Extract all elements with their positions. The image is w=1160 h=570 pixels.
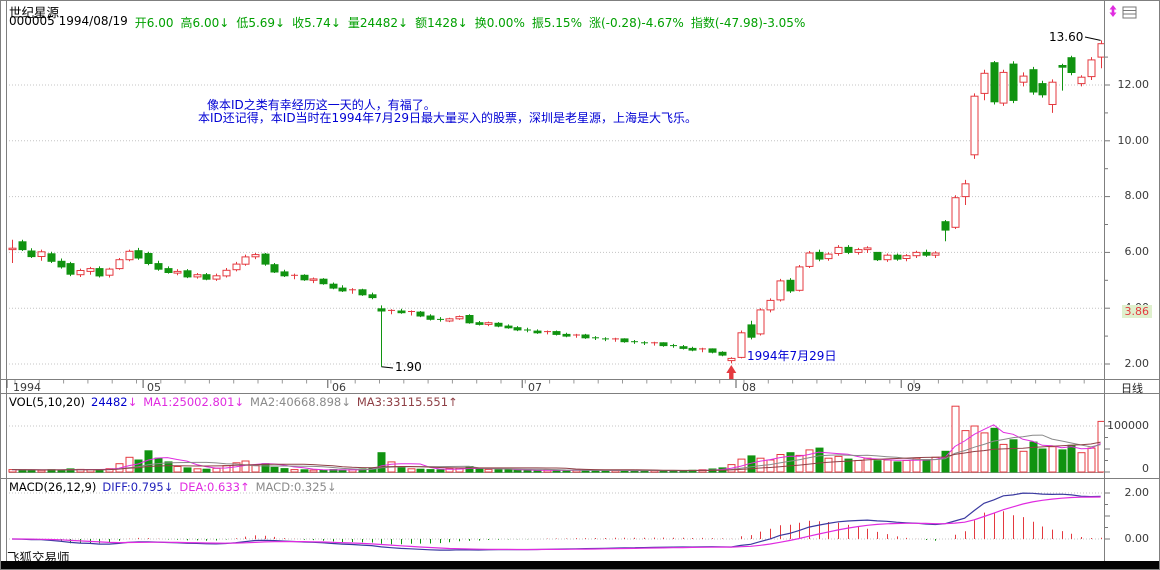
macd-dea: DEA:0.633↑ [179,480,250,494]
macd-macd: MACD:0.325↓ [255,480,337,494]
macd-diff: DIFF:0.795↓ [102,480,174,494]
info-low: 低5.69↓ [236,16,286,30]
info-volume: 量24482↓ [347,16,409,30]
macd-axis-tick: 2.00 [1124,486,1150,499]
low-price-label: 1.90 [395,360,422,374]
vol-ma2: MA2:40668.898↓ [250,395,351,409]
price-axis-tick: 6.00 [1124,245,1150,258]
event-date-label: 1994年7月29日 [747,349,837,363]
vol-panel-header: VOL(5,10,20) 24482 ↓ MA1:25002.801↓ MA2:… [9,395,458,409]
info-amount: 额1428↓ [415,16,468,30]
annotation-note-line1: 像本ID之类有幸经历这一天的人，有福了。 [207,98,436,112]
stock-code-date: 000005 1994/08/19 [9,14,128,28]
macd-panel-header: MACD(26,12,9) DIFF:0.795↓ DEA:0.633↑ MAC… [9,480,337,494]
info-close: 收5.74↓ [292,16,341,30]
vol-axis-tick: 100000 [1107,419,1149,432]
x-axis-tick-month: 09 [907,381,921,394]
vol-title: VOL(5,10,20) [9,395,85,409]
x-axis-tick-month: 07 [528,381,542,394]
x-axis-tick-year: 1994 [13,381,41,394]
info-open: 开6.00 [134,16,174,30]
price-axis-tick: 12.00 [1117,78,1150,91]
window-layout-icon[interactable] [1122,4,1137,23]
annotation-note-line2: 本ID还记得，本ID当时在1994年7月29日最大量买入的股票，深圳是老星源，上… [198,111,698,125]
stock-title: 世纪星源 [9,5,60,20]
vol-value-group: 24482 ↓ [91,395,137,409]
macd-title: MACD(26,12,9) [9,480,97,494]
info-change: 涨(-0.28)-4.67% [588,16,684,30]
vol-axis-tick: 0 [1142,462,1149,475]
bottom-bar [1,561,1159,569]
high-price-label: 13.60 [1049,30,1084,44]
info-high: 高6.00↓ [180,16,230,30]
x-axis-tick-month: 08 [742,381,756,394]
vol-ma3: MA3:33115.551↑ [356,395,458,409]
info-turnover: 换0.00% [474,16,525,30]
x-axis-tick-month: 05 [147,381,161,394]
macd-axis-tick: 0.00 [1124,532,1150,545]
vol-ma1: MA1:25002.801↓ [143,395,245,409]
vol-value: 24482 [91,395,128,409]
stock-info-line: 000005 1994/08/19 开6.00 高6.00↓ 低5.69↓ 收5… [9,14,805,31]
period-label[interactable]: 日线 [1121,382,1143,395]
price-axis-tick: 2.00 [1124,357,1150,370]
price-axis-tick: 8.00 [1124,189,1150,202]
vol-value-arrow-icon: ↓ [127,395,138,409]
x-axis-tick-month: 06 [332,381,346,394]
current-price-marker: 3.86 [1121,305,1152,318]
info-amplitude: 振5.15% [531,16,582,30]
price-axis-tick: 10.00 [1117,134,1150,147]
price-updown-icon[interactable] [1107,3,1119,22]
info-index: 指数(-47.98)-3.05% [690,16,806,30]
